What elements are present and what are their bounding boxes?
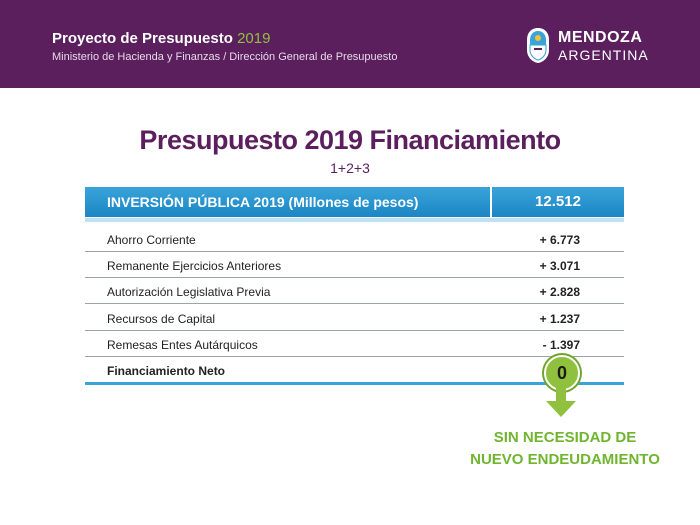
row-value: + 1.237 [539, 312, 580, 326]
page-subtitle: 1+2+3 [330, 160, 370, 176]
table-row: Ahorro Corriente + 6.773 [85, 226, 624, 252]
row-label: Recursos de Capital [107, 312, 216, 326]
banner-title-text: Proyecto de Presupuesto [52, 30, 233, 47]
header-banner: Proyecto de Presupuesto 2019 Ministerio … [0, 0, 700, 88]
page-title: Presupuesto 2019 Financiamiento [139, 125, 561, 155]
row-value: + 6.773 [539, 233, 580, 247]
total-label: Financiamiento Neto [107, 364, 226, 378]
arrow-down-icon [546, 388, 576, 417]
table-total-row: Financiamiento Neto [85, 357, 624, 383]
conclusion-line-2: NUEVO ENDEUDAMIENTO [470, 451, 660, 468]
table-header-value: 12.512 [492, 187, 624, 217]
row-label: Ahorro Corriente [107, 233, 196, 247]
row-label: Remanente Ejercicios Anteriores [107, 259, 282, 273]
conclusion-text: SIN NECESIDAD DE NUEVO ENDEUDAMIENTO [440, 427, 690, 471]
row-label: Autorización Legislativa Previa [107, 285, 271, 299]
row-value: + 3.071 [539, 259, 580, 273]
row-value: + 2.828 [539, 285, 580, 299]
table-row: Remanente Ejercicios Anteriores + 3.071 [85, 252, 624, 278]
table-row: Autorización Legislativa Previa + 2.828 [85, 278, 624, 304]
row-label: Remesas Entes Autárquicos [107, 338, 258, 352]
logo-text-argentina: ARGENTINA [558, 47, 649, 63]
conclusion-line-1: SIN NECESIDAD DE [493, 429, 637, 446]
table-row: Remesas Entes Autárquicos - 1.397 [85, 331, 624, 357]
banner-title: Proyecto de Presupuesto 2019 [52, 30, 270, 47]
banner-subtitle: Ministerio de Hacienda y Finanzas / Dire… [52, 51, 398, 63]
total-value-badge: 0 [544, 355, 580, 391]
mendoza-logo: MENDOZA ARGENTINA [525, 26, 665, 66]
table-header-label: INVERSIÓN PÚBLICA 2019 (Millones de peso… [85, 187, 490, 217]
row-value: - 1.397 [542, 338, 580, 352]
logo-text-mendoza: MENDOZA [558, 29, 643, 46]
total-divider [85, 382, 624, 385]
table-row: Recursos de Capital + 1.237 [85, 305, 624, 331]
table-header-divider [85, 218, 624, 222]
mendoza-shield-icon [527, 28, 549, 63]
banner-title-year: 2019 [237, 30, 271, 47]
